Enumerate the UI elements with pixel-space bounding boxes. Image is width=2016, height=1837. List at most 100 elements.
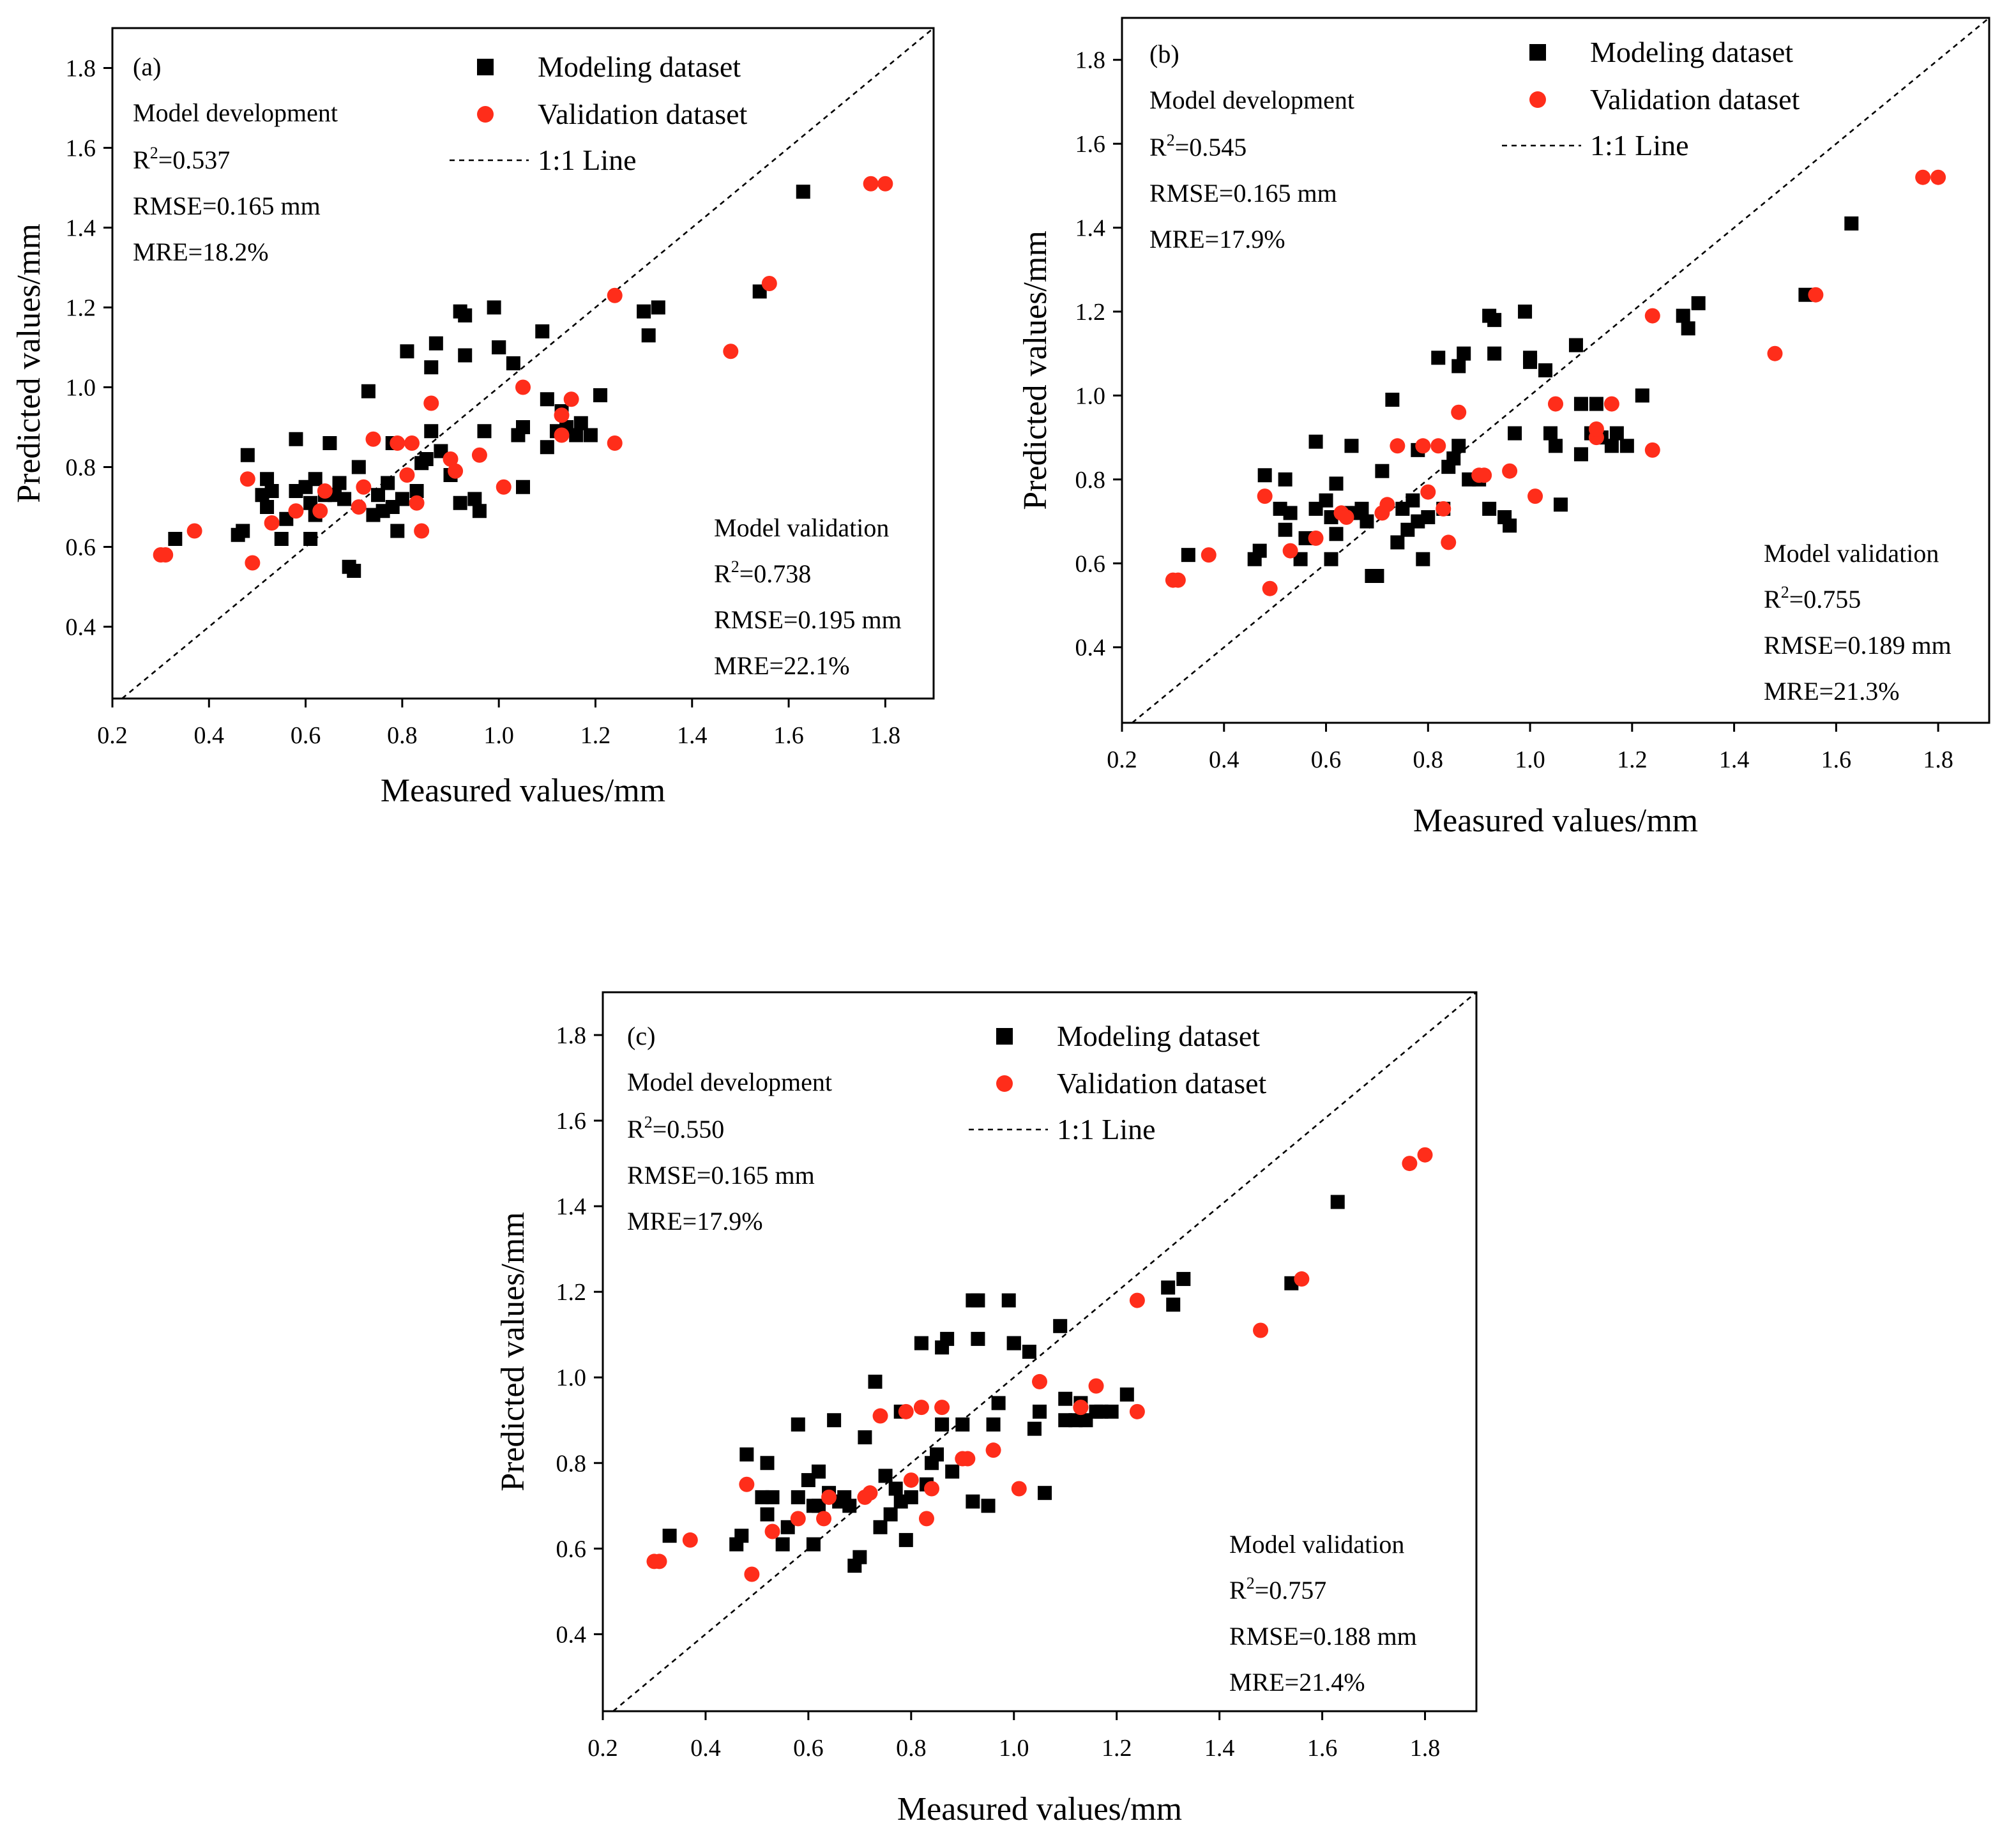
x-tick-label: 1.6 [773, 722, 804, 749]
legend-circle-marker [477, 106, 494, 123]
modeling-data-point [332, 476, 347, 490]
legend-line-label: 1:1 Line [1590, 129, 1689, 162]
modeling-data-point [1691, 296, 1706, 310]
validation-data-point [872, 1408, 888, 1424]
x-tick-label: 1.8 [870, 722, 901, 749]
validation-data-point [1011, 1481, 1027, 1497]
x-tick-label: 1.0 [483, 722, 514, 749]
validation-data-point [790, 1511, 806, 1527]
modeling-data-point [760, 1456, 775, 1470]
dev-title: Model development [627, 1068, 832, 1096]
x-axis-label: Measured values/mm [1413, 803, 1698, 839]
validation-data-point [1644, 308, 1660, 324]
validation-data-point [356, 479, 372, 495]
validation-data-point [1527, 488, 1543, 504]
val-mre: MRE=22.1% [714, 651, 850, 680]
modeling-data-point [1543, 426, 1558, 441]
val-r2: R2=0.738 [714, 557, 811, 588]
modeling-data-point [1283, 506, 1298, 520]
validation-data-point [1170, 572, 1186, 588]
modeling-data-point [858, 1430, 872, 1445]
modeling-data-point [1457, 346, 1471, 361]
legend: Modeling dataset Validation dataset 1:1 Li… [450, 50, 748, 176]
x-tick-label: 1.2 [1617, 746, 1648, 773]
modeling-data-point [168, 532, 183, 546]
modeling-data-point [573, 416, 588, 430]
legend-modeling-label: Modeling dataset [1057, 1020, 1260, 1052]
y-tick-label: 1.2 [66, 295, 96, 322]
val-title: Model validation [1764, 539, 1939, 568]
validation-data-point [607, 435, 623, 451]
y-tick-label: 1.4 [1075, 215, 1106, 242]
modeling-data-point [390, 524, 405, 538]
y-tick-label: 1.2 [556, 1279, 587, 1306]
validation-data-point [607, 287, 623, 303]
modeling-data-point [791, 1417, 805, 1432]
modeling-data-point [1181, 548, 1195, 563]
y-tick-label: 1.0 [1075, 382, 1106, 409]
validation-data-point [351, 499, 367, 515]
validation-data-point [985, 1442, 1001, 1458]
modeling-data-point [1619, 439, 1634, 453]
modeling-data-point [240, 448, 255, 462]
validation-data-point [1262, 580, 1278, 596]
y-axis-label: Predicted values/mm [11, 223, 47, 503]
validation-data-point [764, 1523, 780, 1539]
modeling-data-point [264, 484, 279, 498]
modeling-data-point [1344, 439, 1359, 453]
validation-data-point [1930, 169, 1946, 185]
modeling-data-point [516, 420, 530, 434]
validation-data-point [863, 176, 879, 192]
val-rmse: RMSE=0.195 mm [714, 605, 902, 634]
modeling-data-point [1553, 497, 1568, 512]
modeling-data-point [371, 488, 386, 503]
scatter-panel: 0.2 0.4 0.6 0.8 1.0 1.2 1.4 1.6 1.8 0.4 0.6 0.8 1.0 1… [495, 991, 1478, 1827]
legend-validation-label: Validation dataset [1057, 1067, 1267, 1100]
validation-data-point [1548, 396, 1563, 412]
validation-data-point [924, 1481, 940, 1497]
dev-mre: MRE=18.2% [133, 238, 269, 266]
validation-data-point [821, 1489, 837, 1505]
val-rmse: RMSE=0.189 mm [1764, 631, 1952, 660]
validation-data-point [554, 407, 570, 423]
modeling-data-point [1390, 535, 1405, 550]
modeling-data-point [780, 1520, 795, 1534]
modeling-data-point [1451, 439, 1466, 453]
modeling-data-point [1487, 346, 1502, 361]
validation-data-point [1032, 1373, 1047, 1389]
validation-data-point [739, 1476, 755, 1492]
legend: Modeling dataset Validation dataset 1:1 Li… [969, 1020, 1267, 1145]
validation-data-point [1257, 488, 1273, 504]
modeling-data-point [765, 1490, 780, 1504]
y-tick-label: 0.8 [66, 455, 96, 481]
validation-data-point [744, 1566, 760, 1582]
modeling-data-point [873, 1520, 888, 1534]
modeling-data-point [361, 384, 375, 398]
modeling-data-point [981, 1499, 996, 1513]
validation-data-point [443, 451, 459, 467]
validation-data-point [264, 515, 280, 531]
modeling-data-point [930, 1447, 944, 1462]
y-tick-label: 0.4 [556, 1621, 587, 1648]
legend-square-marker [477, 59, 494, 75]
y-tick-label: 1.8 [66, 56, 96, 82]
modeling-data-point [1354, 501, 1369, 516]
modeling-data-point [775, 1537, 790, 1552]
y-axis-label: Predicted values/mm [495, 1212, 531, 1492]
y-tick-label: 1.6 [1075, 131, 1106, 158]
validation-data-point [651, 1554, 667, 1569]
validation-data-point [862, 1485, 878, 1501]
modeling-data-point [419, 452, 434, 466]
modeling-data-point [540, 392, 554, 407]
legend-line-label: 1:1 Line [1057, 1113, 1156, 1145]
modeling-data-point [1027, 1421, 1042, 1436]
x-tick-label: 1.4 [1719, 746, 1750, 773]
modeling-data-point [1385, 393, 1400, 407]
x-tick-label: 1.0 [999, 1735, 1029, 1762]
validation-data-point [1338, 510, 1354, 525]
modeling-data-point [878, 1469, 893, 1483]
x-tick-label: 0.4 [690, 1735, 721, 1762]
modeling-data-point [1604, 439, 1619, 453]
validation-data-point [1808, 287, 1824, 303]
